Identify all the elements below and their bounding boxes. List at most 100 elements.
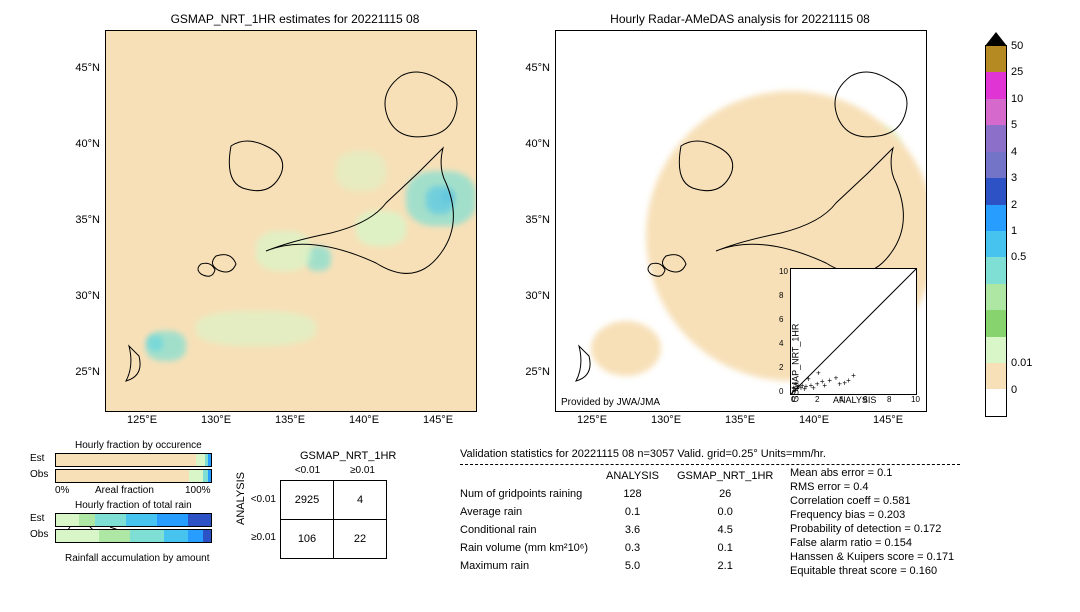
- map-xtick: 130°E: [651, 414, 681, 426]
- val-cell: Maximum rain: [452, 558, 596, 574]
- svg-text:+: +: [816, 368, 821, 377]
- val-col-header: [452, 468, 596, 484]
- val-cell: 4.5: [669, 522, 781, 538]
- val-cell: Num of gridpoints raining: [452, 486, 596, 502]
- conf-col-header: ≥0.01: [335, 465, 390, 476]
- conf-cell: 2925: [281, 481, 334, 520]
- rain-footer: Rainfall accumulation by amount: [65, 553, 210, 564]
- map-xtick: 145°E: [873, 414, 903, 426]
- map-xtick: 135°E: [725, 414, 755, 426]
- stat-line: Mean abs error = 0.1: [790, 466, 954, 480]
- scatter-inset: ++++++++++++++++++++++ 00224466881010: [790, 268, 917, 395]
- conf-row-header: ≥0.01: [251, 532, 276, 543]
- map-ytick: 30°N: [70, 290, 100, 302]
- map-xtick: 130°E: [201, 414, 231, 426]
- colorbar-tick: 3: [1011, 172, 1017, 184]
- validation-table: ANALYSISGSMAP_NRT_1HR Num of gridpoints r…: [450, 466, 783, 576]
- svg-text:+: +: [811, 383, 816, 392]
- bar-row-label: Obs: [30, 529, 48, 540]
- val-cell: 2.1: [669, 558, 781, 574]
- colorbar-tick: 4: [1011, 146, 1017, 158]
- map-ytick: 35°N: [70, 214, 100, 226]
- rain-title: Hourly fraction of total rain: [75, 500, 192, 511]
- occ-xlabel-right: 100%: [185, 485, 211, 496]
- svg-text:+: +: [851, 371, 856, 380]
- val-col-header: GSMAP_NRT_1HR: [669, 468, 781, 484]
- val-cell: 0.0: [669, 504, 781, 520]
- conf-cell: 22: [334, 520, 387, 559]
- conf-col-header: <0.01: [280, 465, 335, 476]
- map-ytick: 30°N: [520, 290, 550, 302]
- colorbar-tick: 25: [1011, 66, 1023, 78]
- map-ytick: 35°N: [520, 214, 550, 226]
- bar-row-label: Est: [30, 513, 44, 524]
- map-ytick: 45°N: [70, 62, 100, 74]
- validation-stats: Mean abs error = 0.1RMS error = 0.4Corre…: [790, 466, 954, 578]
- stat-line: False alarm ratio = 0.154: [790, 536, 954, 550]
- validation-divider: [460, 464, 960, 465]
- occ-xlabel-left: 0%: [55, 485, 69, 496]
- conf-row-header: <0.01: [251, 494, 276, 505]
- stat-line: Equitable threat score = 0.160: [790, 564, 954, 578]
- map-ytick: 40°N: [70, 138, 100, 150]
- validation-title: Validation statistics for 20221115 08 n=…: [460, 448, 826, 460]
- map-ytick: 25°N: [520, 366, 550, 378]
- map-ytick: 45°N: [520, 62, 550, 74]
- right-map-title: Hourly Radar-AMeDAS analysis for 2022111…: [555, 12, 925, 26]
- colorbar-tick: 0.5: [1011, 251, 1026, 263]
- stat-line: Hanssen & Kuipers score = 0.171: [790, 550, 954, 564]
- confusion-matrix: 2925410622: [280, 480, 387, 559]
- map-ytick: 40°N: [520, 138, 550, 150]
- bar-row: [55, 529, 212, 543]
- map-xtick: 125°E: [127, 414, 157, 426]
- conf-cell: 4: [334, 481, 387, 520]
- bar-row-label: Est: [30, 453, 44, 464]
- map-xtick: 140°E: [799, 414, 829, 426]
- val-cell: 3.6: [598, 522, 667, 538]
- colorbar: 502510543210.50.010: [985, 45, 1007, 417]
- svg-text:+: +: [822, 381, 827, 390]
- map-xtick: 145°E: [423, 414, 453, 426]
- val-cell: 5.0: [598, 558, 667, 574]
- val-cell: 0.3: [598, 540, 667, 556]
- bar-row-label: Obs: [30, 469, 48, 480]
- colorbar-tick: 0: [1011, 384, 1017, 396]
- conf-xlabel: GSMAP_NRT_1HR: [300, 450, 396, 462]
- svg-text:+: +: [800, 381, 805, 390]
- colorbar-tick: 50: [1011, 40, 1023, 52]
- val-cell: 0.1: [598, 504, 667, 520]
- bar-row: [55, 453, 212, 467]
- map-xtick: 135°E: [275, 414, 305, 426]
- stat-line: Correlation coeff = 0.581: [790, 494, 954, 508]
- map-xtick: 125°E: [577, 414, 607, 426]
- right-map-attribution: Provided by JWA/JMA: [561, 397, 660, 408]
- bar-row: [55, 513, 212, 527]
- val-cell: 0.1: [669, 540, 781, 556]
- val-cell: 26: [669, 486, 781, 502]
- colorbar-tick: 2: [1011, 199, 1017, 211]
- map-xtick: 140°E: [349, 414, 379, 426]
- colorbar-tick: 0.01: [1011, 357, 1032, 369]
- left-map-panel: [105, 30, 477, 412]
- map-ytick: 25°N: [70, 366, 100, 378]
- stat-line: RMS error = 0.4: [790, 480, 954, 494]
- colorbar-tick: 10: [1011, 93, 1023, 105]
- svg-text:+: +: [827, 376, 832, 385]
- colorbar-tick: 5: [1011, 119, 1017, 131]
- val-cell: 128: [598, 486, 667, 502]
- val-cell: Rain volume (mm km²10⁶): [452, 540, 596, 556]
- occ-xlabel-center: Areal fraction: [95, 485, 154, 496]
- occurrence-title: Hourly fraction by occurence: [75, 440, 202, 451]
- svg-text:+: +: [806, 375, 811, 384]
- left-map-title: GSMAP_NRT_1HR estimates for 20221115 08: [110, 12, 480, 26]
- val-cell: Average rain: [452, 504, 596, 520]
- val-cell: Conditional rain: [452, 522, 596, 538]
- val-col-header: ANALYSIS: [598, 468, 667, 484]
- bar-row: [55, 469, 212, 483]
- scatter-xlabel: ANALYSIS: [833, 395, 876, 405]
- svg-text:+: +: [837, 380, 842, 389]
- stat-line: Probability of detection = 0.172: [790, 522, 954, 536]
- svg-text:+: +: [846, 376, 851, 385]
- colorbar-overflow-icon: [985, 32, 1007, 46]
- stat-line: Frequency bias = 0.203: [790, 508, 954, 522]
